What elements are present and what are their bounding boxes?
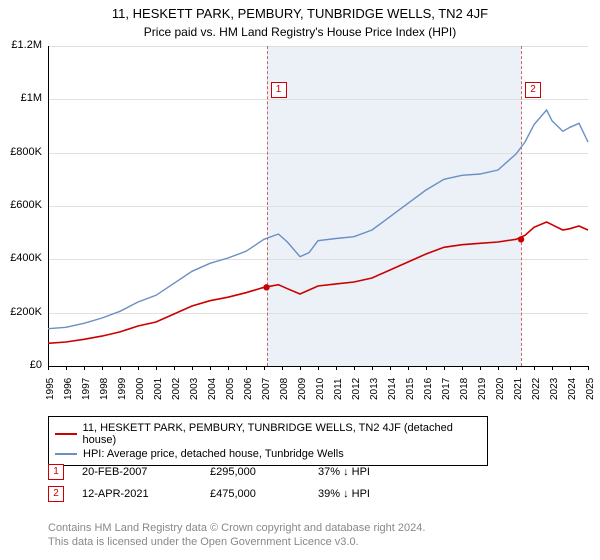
x-tick-label: 2016 [423,378,434,400]
legend-swatch [55,453,77,455]
x-tick-label: 2025 [585,378,596,400]
x-tick-mark [156,366,157,370]
x-tick-label: 1995 [45,378,56,400]
x-tick-mark [282,366,283,370]
sale-data-row: 1 20-FEB-2007 £295,000 37% ↓ HPI [48,464,370,480]
x-tick-label: 2018 [459,378,470,400]
x-tick-label: 2000 [135,378,146,400]
sale-point [263,284,269,290]
x-tick-mark [516,366,517,370]
x-tick-label: 2024 [567,378,578,400]
row-marker-box: 2 [48,486,64,502]
x-tick-mark [48,366,49,370]
x-tick-label: 2023 [549,378,560,400]
chart-plot-area: 12 [48,46,588,366]
series-svg [48,46,588,366]
y-tick-label: £200K [2,306,42,318]
x-tick-mark [264,366,265,370]
x-tick-label: 2002 [171,378,182,400]
chart-subtitle: Price paid vs. HM Land Registry's House … [0,21,600,39]
x-tick-mark [462,366,463,370]
x-tick-mark [498,366,499,370]
x-tick-label: 2020 [495,378,506,400]
x-tick-label: 2006 [243,378,254,400]
series-line [48,110,588,329]
x-tick-mark [66,366,67,370]
row-price: £475,000 [210,488,300,500]
x-tick-label: 2019 [477,378,488,400]
x-tick-label: 2011 [333,378,344,400]
x-tick-mark [390,366,391,370]
chart-title: 11, HESKETT PARK, PEMBURY, TUNBRIDGE WEL… [0,0,600,21]
x-tick-label: 2017 [441,378,452,400]
legend-swatch [55,433,77,435]
x-tick-mark [192,366,193,370]
x-tick-mark [534,366,535,370]
x-tick-mark [120,366,121,370]
row-delta: 39% ↓ HPI [318,488,370,500]
x-tick-label: 2012 [351,378,362,400]
x-tick-mark [318,366,319,370]
x-tick-label: 2015 [405,378,416,400]
x-tick-mark [426,366,427,370]
x-tick-mark [246,366,247,370]
x-tick-label: 2010 [315,378,326,400]
x-tick-label: 2008 [279,378,290,400]
x-tick-mark [210,366,211,370]
x-tick-label: 2013 [369,378,380,400]
legend-label: 11, HESKETT PARK, PEMBURY, TUNBRIDGE WEL… [83,422,481,446]
x-tick-label: 2001 [153,378,164,400]
row-price: £295,000 [210,466,300,478]
x-tick-mark [102,366,103,370]
x-tick-mark [552,366,553,370]
row-date: 12-APR-2021 [82,488,192,500]
legend-item: HPI: Average price, detached house, Tunb… [55,447,481,461]
y-tick-label: £600K [2,199,42,211]
sale-data-row: 2 12-APR-2021 £475,000 39% ↓ HPI [48,486,370,502]
x-tick-label: 2021 [513,378,524,400]
sale-point [518,236,524,242]
x-tick-mark [138,366,139,370]
x-tick-mark [408,366,409,370]
x-tick-label: 2007 [261,378,272,400]
y-tick-label: £1M [2,92,42,104]
row-delta: 37% ↓ HPI [318,466,370,478]
footer-line-2: This data is licensed under the Open Gov… [48,536,359,548]
x-tick-label: 1999 [117,378,128,400]
legend-item: 11, HESKETT PARK, PEMBURY, TUNBRIDGE WEL… [55,421,481,447]
legend-label: HPI: Average price, detached house, Tunb… [83,448,344,460]
x-tick-mark [570,366,571,370]
x-tick-label: 2004 [207,378,218,400]
x-tick-mark [588,366,589,370]
y-tick-label: £400K [2,252,42,264]
legend-box: 11, HESKETT PARK, PEMBURY, TUNBRIDGE WEL… [48,416,488,466]
x-tick-mark [228,366,229,370]
x-tick-mark [354,366,355,370]
x-tick-mark [444,366,445,370]
x-tick-label: 2005 [225,378,236,400]
row-marker-box: 1 [48,464,64,480]
y-tick-label: £800K [2,146,42,158]
x-tick-mark [84,366,85,370]
x-tick-mark [336,366,337,370]
x-tick-label: 2014 [387,378,398,400]
x-tick-mark [300,366,301,370]
x-tick-label: 2022 [531,378,542,400]
x-tick-label: 2009 [297,378,308,400]
x-tick-label: 1996 [63,378,74,400]
y-tick-label: £1.2M [2,39,42,51]
x-tick-label: 1997 [81,378,92,400]
row-date: 20-FEB-2007 [82,466,192,478]
x-tick-mark [372,366,373,370]
footer-line-1: Contains HM Land Registry data © Crown c… [48,522,425,534]
x-tick-label: 2003 [189,378,200,400]
y-tick-label: £0 [2,359,42,371]
x-tick-mark [480,366,481,370]
x-tick-label: 1998 [99,378,110,400]
x-tick-mark [174,366,175,370]
